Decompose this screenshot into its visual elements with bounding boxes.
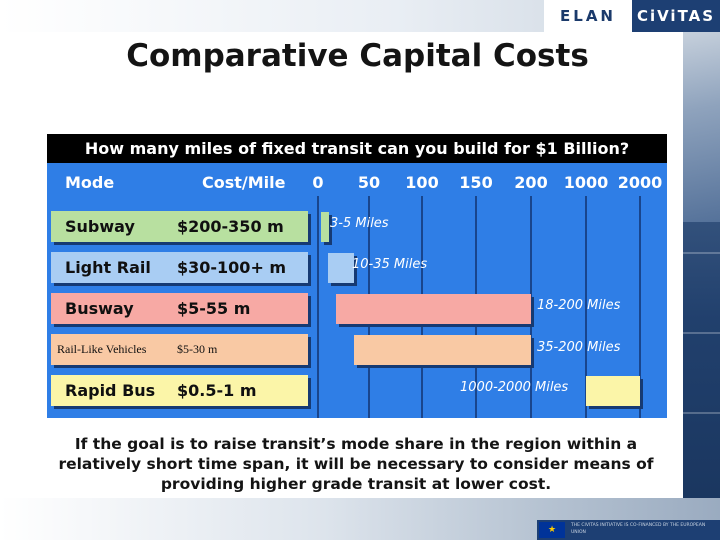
slide-note: If the goal is to raise transit’s mode s… (58, 435, 654, 493)
gridline (639, 196, 641, 418)
mode-label: Light Rail (65, 258, 151, 277)
x-tick-label: 200 (514, 173, 548, 192)
x-tick-label: 2000 (617, 173, 663, 192)
x-tick-label: 100 (405, 173, 439, 192)
x-tick-label: 0 (312, 173, 324, 192)
range-label: 35-200 Miles (537, 340, 621, 355)
x-tick-label: 1000 (563, 173, 609, 192)
civitas-logo: CiViTAS (632, 0, 720, 32)
range-bar (321, 212, 330, 242)
range-bar (353, 335, 531, 365)
panel-stripe (683, 252, 720, 254)
chart-title: How many miles of fixed transit can you … (47, 134, 667, 163)
page-title: Comparative Capital Costs (126, 38, 589, 74)
row-label-box: Rail-Like Vehicles $5-30 m (51, 334, 308, 365)
eu-cofinance-text: THE CIVITAS INITIATIVE IS CO-FINANCED BY… (571, 523, 706, 535)
row-label-box: Subway $200-350 m (51, 211, 308, 242)
cost-label: $0.5-1 m (177, 381, 257, 400)
range-label: 10-35 Miles (352, 257, 428, 272)
mode-label: Busway (65, 299, 134, 318)
panel-stripe (683, 332, 720, 334)
cost-label: $5-55 m (177, 299, 251, 318)
gridline (530, 196, 532, 418)
range-label: 18-200 Miles (537, 298, 621, 313)
pedestrians-photo (683, 32, 720, 222)
row-label-box: Busway $5-55 m (51, 293, 308, 324)
mode-label: Rapid Bus (65, 381, 156, 400)
row-label-box: Light Rail $30-100+ m (51, 252, 308, 283)
range-label: 1000-2000 Miles (460, 380, 569, 395)
cost-column-header: Cost/Mile (202, 173, 286, 192)
mode-label: Rail-Like Vehicles (57, 342, 147, 356)
x-tick-label: 150 (459, 173, 493, 192)
eu-cofinance-box: ★ THE CIVITAS INITIATIVE IS CO-FINANCED … (537, 520, 720, 540)
range-bar (336, 294, 531, 324)
range-label: 3-5 Miles (330, 216, 389, 231)
cost-label: $200-350 m (177, 217, 284, 236)
side-photo-panel (683, 32, 720, 510)
panel-stripe (683, 412, 720, 414)
gridline (317, 196, 319, 418)
range-bar (328, 253, 354, 283)
cost-chart: How many miles of fixed transit can you … (47, 134, 667, 418)
gridline (585, 196, 587, 418)
mode-label: Subway (65, 217, 135, 236)
cost-label: $30-100+ m (177, 258, 287, 277)
x-tick-label: 50 (357, 173, 381, 192)
eu-flag-icon: ★ (539, 522, 565, 538)
mode-column-header: Mode (65, 173, 115, 192)
logo-bar: ELAN CiViTAS (544, 0, 720, 32)
row-label-box: Rapid Bus $0.5-1 m (51, 375, 308, 406)
cost-label: $5-30 m (177, 342, 218, 356)
elan-logo: ELAN (544, 0, 632, 32)
range-bar (586, 376, 640, 406)
